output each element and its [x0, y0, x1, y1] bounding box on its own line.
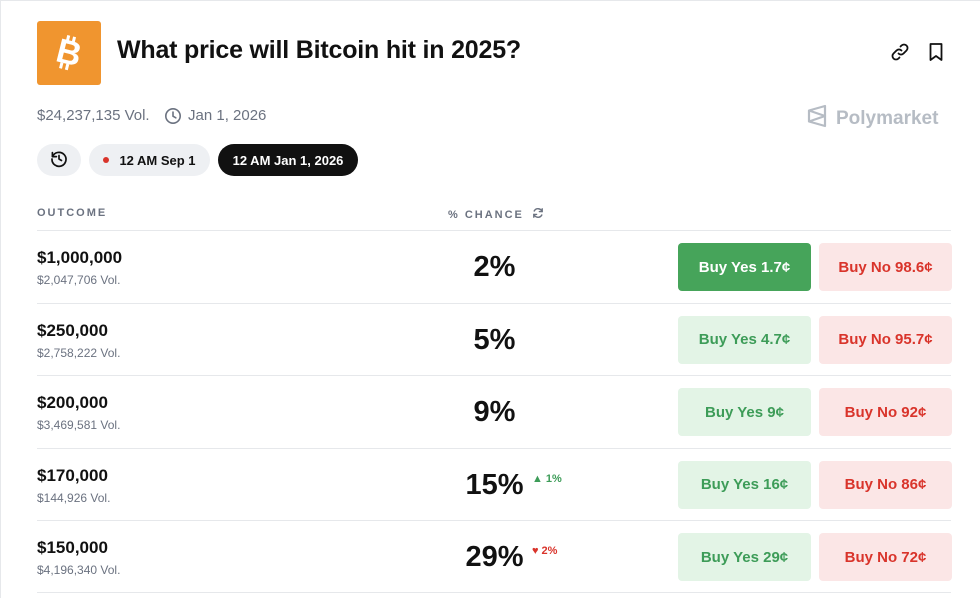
buy-no-button[interactable]: Buy No 95.7¢	[819, 315, 952, 364]
chance-value: 9%	[473, 396, 516, 428]
buy-no-button[interactable]: Buy No 92¢	[819, 388, 952, 436]
chance-change-down: ♥ 2%	[532, 545, 557, 557]
buy-yes-button[interactable]: Buy Yes 29¢	[678, 533, 811, 581]
history-filter-button[interactable]	[37, 144, 81, 176]
bitcoin-icon: B	[37, 21, 101, 85]
total-volume: $24,237,135 Vol.	[37, 107, 150, 124]
buy-yes-button[interactable]: Buy Yes 1.7¢	[678, 243, 811, 291]
chance-change-value: 2%	[541, 545, 558, 557]
end-date: Jan 1, 2026	[188, 107, 267, 124]
column-header-chance: % CHANCE	[448, 207, 544, 222]
chance-value: 5%	[473, 323, 516, 356]
polymarket-wordmark: Polymarket	[836, 108, 939, 129]
buy-no-button[interactable]: Buy No 72¢	[819, 533, 952, 581]
table-row[interactable]: $250,000 $2,758,222 Vol. 5% Buy Yes 4.7¢…	[37, 302, 952, 376]
outcome-price: $150,000	[37, 538, 108, 557]
date-filter-jan-1[interactable]: 12 AM Jan 1, 2026	[218, 144, 358, 176]
chance-change-up: ▲ 1%	[532, 473, 562, 485]
outcome-volume: $4,196,340 Vol.	[37, 563, 121, 577]
outcome-price: $200,000	[37, 393, 108, 412]
outcome-volume: $3,469,581 Vol.	[37, 418, 121, 432]
outcomes-table: $1,000,000 $2,047,706 Vol. 2% Buy Yes 1.…	[37, 230, 952, 593]
chance-value: 29%	[465, 541, 524, 573]
date-filter-label: 12 AM Sep 1	[119, 152, 196, 168]
chance-cell: 5%	[417, 324, 572, 357]
chance-value: 2%	[473, 251, 516, 283]
page-title: What price will Bitcoin hit in 2025?	[117, 36, 521, 64]
polymarket-logo-icon	[806, 104, 828, 134]
outcome-volume: $2,047,706 Vol.	[37, 273, 121, 287]
outcome-volume: $144,926 Vol.	[37, 490, 111, 505]
chance-change-value: 1%	[545, 472, 562, 485]
triangle-down-icon: ♥	[532, 545, 539, 557]
polymarket-brand[interactable]: Polymarket	[806, 104, 938, 134]
buy-yes-button[interactable]: Buy Yes 4.7¢	[678, 315, 811, 364]
outcome-volume: $2,758,222 Vol.	[37, 345, 121, 360]
bookmark-icon[interactable]	[927, 42, 945, 62]
column-header-outcome: OUTCOME	[37, 207, 108, 219]
table-row[interactable]: $150,000 $4,196,340 Vol. 29% ♥ 2% Buy Ye…	[37, 520, 952, 593]
refresh-icon[interactable]	[532, 207, 544, 222]
chance-label: % CHANCE	[448, 208, 524, 221]
buy-yes-button[interactable]: Buy Yes 9¢	[678, 388, 811, 436]
date-filter-sep-1[interactable]: 12 AM Sep 1	[89, 144, 210, 176]
live-dot	[103, 157, 110, 163]
outcome-price: $170,000	[37, 465, 108, 485]
buy-no-button[interactable]: Buy No 86¢	[819, 460, 952, 509]
buy-yes-button[interactable]: Buy Yes 16¢	[678, 460, 811, 509]
outcome-price: $250,000	[37, 320, 108, 340]
table-row[interactable]: $1,000,000 $2,047,706 Vol. 2% Buy Yes 1.…	[37, 230, 952, 303]
buy-no-button[interactable]: Buy No 98.6¢	[819, 243, 952, 291]
history-icon	[50, 150, 68, 171]
triangle-up-icon: ▲	[532, 472, 543, 485]
outcome-price: $1,000,000	[37, 248, 123, 267]
chance-cell: 2%	[417, 251, 572, 284]
table-row[interactable]: $200,000 $3,469,581 Vol. 9% Buy Yes 9¢ B…	[37, 375, 952, 448]
chance-value: 15%	[465, 468, 524, 501]
link-icon[interactable]	[890, 42, 910, 62]
table-row[interactable]: $170,000 $144,926 Vol. 15% ▲ 1% Buy Yes …	[37, 447, 952, 521]
chance-cell: 29%	[417, 541, 572, 574]
date-filter-label: 12 AM Jan 1, 2026	[232, 152, 344, 168]
clock-icon	[164, 107, 182, 125]
chance-cell: 15%	[417, 469, 572, 502]
chance-cell: 9%	[417, 396, 572, 429]
